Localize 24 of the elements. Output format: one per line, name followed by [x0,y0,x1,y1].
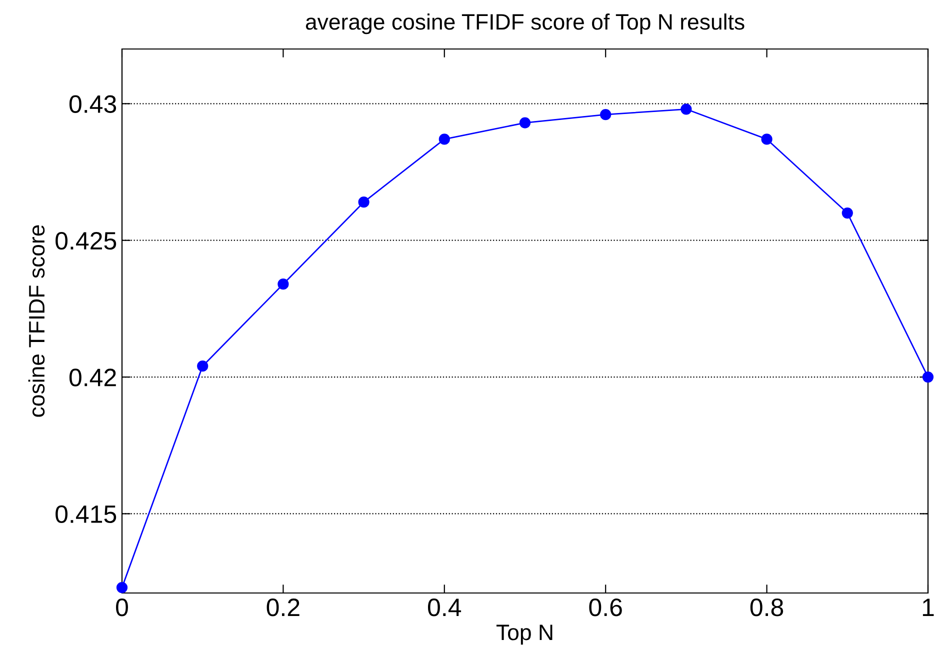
x-tick-label: 0.4 [428,598,462,616]
point [842,207,853,219]
point [197,360,208,372]
y-tick-label: 0.43 [69,95,116,113]
point [922,371,934,383]
point [278,278,289,290]
point [358,196,370,208]
x-tick-label: 0.2 [266,598,300,616]
y-tick-label: 0.425 [56,232,116,250]
x-tick-label: 1 [922,598,934,616]
y-axis-title: cosine TFIDF score [28,225,45,417]
chart-title: average cosine TFIDF score of Top N results [306,13,744,34]
point [761,134,772,145]
x-tick-label: 0.8 [750,598,784,616]
point [438,134,450,145]
x-tick-label: 0.6 [589,598,622,616]
x-axis-title: Top N [496,624,552,645]
point [519,117,531,128]
point [680,104,692,115]
point [116,582,128,594]
point [600,109,612,120]
y-tick-label: 0.415 [56,505,116,524]
x-tick-label: 0 [116,598,128,616]
y-tick-label: 0.42 [69,368,116,386]
